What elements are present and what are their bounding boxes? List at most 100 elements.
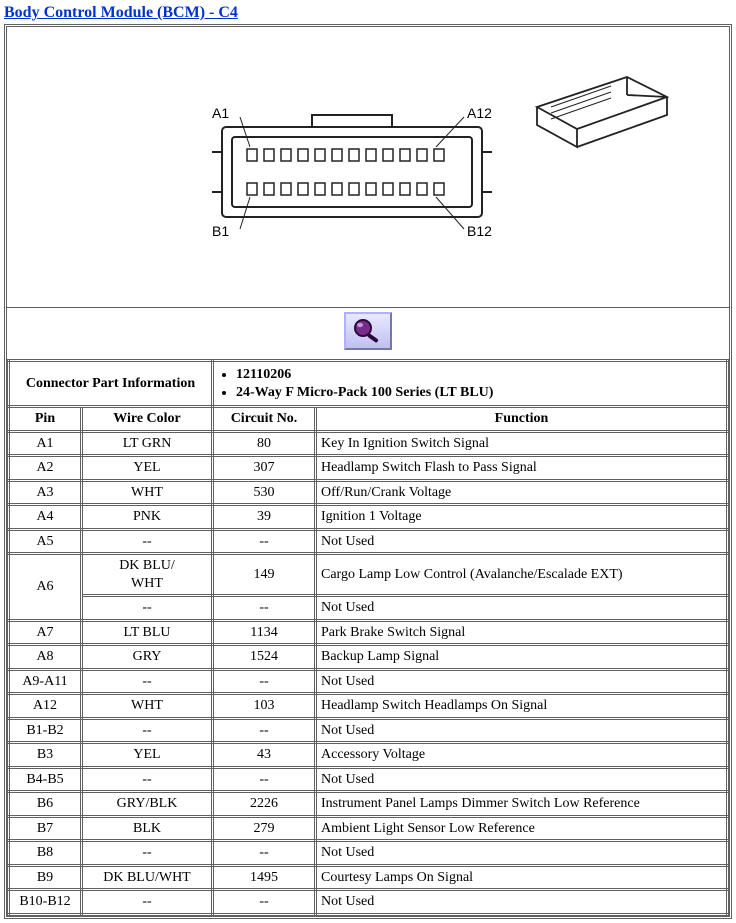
cell-function: Key In Ignition Switch Signal — [316, 431, 728, 456]
table-row: B3YEL43Accessory Voltage — [9, 743, 728, 768]
cell-wire: LT BLU — [82, 620, 213, 645]
cell-circuit: 1524 — [213, 645, 316, 670]
cell-pin: B10-B12 — [9, 890, 82, 915]
cell-circuit: 2226 — [213, 792, 316, 817]
table-row: A4PNK39Ignition 1 Voltage — [9, 505, 728, 530]
connector-iso-svg — [517, 47, 687, 157]
table-row: B9DK BLU/WHT1495Courtesy Lamps On Signal — [9, 865, 728, 890]
cell-circuit: -- — [213, 669, 316, 694]
cell-function: Not Used — [316, 718, 728, 743]
cell-wire: YEL — [82, 456, 213, 481]
cell-circuit: -- — [213, 841, 316, 866]
col-wire: Wire Color — [82, 407, 213, 432]
cell-function: Accessory Voltage — [316, 743, 728, 768]
cell-circuit: 530 — [213, 480, 316, 505]
document-frame: A1 A12 B1 B12 Con — [4, 24, 732, 919]
connector-face-svg — [202, 97, 502, 267]
cell-function: Off/Run/Crank Voltage — [316, 480, 728, 505]
connector-diagram: A1 A12 B1 B12 — [7, 27, 729, 308]
cell-function: Cargo Lamp Low Control (Avalanche/Escala… — [316, 554, 728, 596]
cell-wire: -- — [82, 529, 213, 554]
diagram-label-b12: B12 — [467, 223, 492, 239]
pinout-table: Connector Part Information 12110206 24-W… — [7, 359, 729, 916]
cell-circuit: 279 — [213, 816, 316, 841]
cell-function: Backup Lamp Signal — [316, 645, 728, 670]
cell-function: Not Used — [316, 890, 728, 915]
header-row: Pin Wire Color Circuit No. Function — [9, 407, 728, 432]
cell-wire: GRY — [82, 645, 213, 670]
cell-pin: B6 — [9, 792, 82, 817]
table-row: B10-B12----Not Used — [9, 890, 728, 915]
cell-pin: B3 — [9, 743, 82, 768]
cell-function: Park Brake Switch Signal — [316, 620, 728, 645]
cell-wire: -- — [82, 767, 213, 792]
cell-wire: DK BLU/WHT — [82, 554, 213, 596]
cell-circuit: 39 — [213, 505, 316, 530]
connector-info-label: Connector Part Information — [9, 361, 213, 407]
cell-pin: A6 — [9, 554, 82, 621]
cell-wire: -- — [82, 841, 213, 866]
cell-function: Ambient Light Sensor Low Reference — [316, 816, 728, 841]
cell-pin: A5 — [9, 529, 82, 554]
table-row: B7BLK279Ambient Light Sensor Low Referen… — [9, 816, 728, 841]
table-row: B1-B2----Not Used — [9, 718, 728, 743]
cell-function: Not Used — [316, 767, 728, 792]
part-description: 24-Way F Micro-Pack 100 Series (LT BLU) — [236, 384, 722, 402]
cell-pin: B9 — [9, 865, 82, 890]
diagram-label-a12: A12 — [467, 105, 492, 121]
cell-circuit: -- — [213, 596, 316, 621]
cell-pin: A7 — [9, 620, 82, 645]
zoom-button[interactable] — [344, 312, 392, 350]
cell-function: Headlamp Switch Flash to Pass Signal — [316, 456, 728, 481]
cell-wire: WHT — [82, 480, 213, 505]
cell-pin: B7 — [9, 816, 82, 841]
table-row: B4-B5----Not Used — [9, 767, 728, 792]
connector-info-cell: 12110206 24-Way F Micro-Pack 100 Series … — [213, 361, 728, 407]
cell-pin: A8 — [9, 645, 82, 670]
cell-circuit: 103 — [213, 694, 316, 719]
cell-function: Not Used — [316, 529, 728, 554]
cell-circuit: 80 — [213, 431, 316, 456]
table-row: A12WHT103Headlamp Switch Headlamps On Si… — [9, 694, 728, 719]
cell-wire: BLK — [82, 816, 213, 841]
cell-wire: GRY/BLK — [82, 792, 213, 817]
cell-wire: LT GRN — [82, 431, 213, 456]
cell-wire: DK BLU/WHT — [82, 865, 213, 890]
cell-circuit: -- — [213, 890, 316, 915]
cell-function: Headlamp Switch Headlamps On Signal — [316, 694, 728, 719]
cell-function: Ignition 1 Voltage — [316, 505, 728, 530]
page-title-link[interactable]: Body Control Module (BCM) - C4 — [4, 4, 238, 21]
table-row: A2YEL307Headlamp Switch Flash to Pass Si… — [9, 456, 728, 481]
diagram-label-b1: B1 — [212, 223, 229, 239]
magnifier-icon — [350, 316, 384, 344]
table-row: ----Not Used — [9, 596, 728, 621]
cell-wire: YEL — [82, 743, 213, 768]
cell-wire: WHT — [82, 694, 213, 719]
cell-pin: B1-B2 — [9, 718, 82, 743]
table-row: A8GRY1524Backup Lamp Signal — [9, 645, 728, 670]
cell-wire: -- — [82, 669, 213, 694]
cell-function: Not Used — [316, 841, 728, 866]
table-row: A5----Not Used — [9, 529, 728, 554]
cell-circuit: -- — [213, 767, 316, 792]
cell-pin: A4 — [9, 505, 82, 530]
cell-pin: A3 — [9, 480, 82, 505]
col-pin: Pin — [9, 407, 82, 432]
connector-info-row: Connector Part Information 12110206 24-W… — [9, 361, 728, 407]
cell-pin: B8 — [9, 841, 82, 866]
cell-circuit: 43 — [213, 743, 316, 768]
cell-wire: -- — [82, 890, 213, 915]
cell-circuit: -- — [213, 529, 316, 554]
table-row: B6GRY/BLK2226Instrument Panel Lamps Dimm… — [9, 792, 728, 817]
table-row: A1LT GRN80Key In Ignition Switch Signal — [9, 431, 728, 456]
cell-circuit: 307 — [213, 456, 316, 481]
diagram-label-a1: A1 — [212, 105, 229, 121]
cell-circuit: 1495 — [213, 865, 316, 890]
cell-circuit: 149 — [213, 554, 316, 596]
cell-pin: A9-A11 — [9, 669, 82, 694]
cell-wire: PNK — [82, 505, 213, 530]
cell-circuit: -- — [213, 718, 316, 743]
part-number: 12110206 — [236, 366, 722, 384]
zoom-row — [7, 308, 729, 359]
table-row: A9-A11----Not Used — [9, 669, 728, 694]
